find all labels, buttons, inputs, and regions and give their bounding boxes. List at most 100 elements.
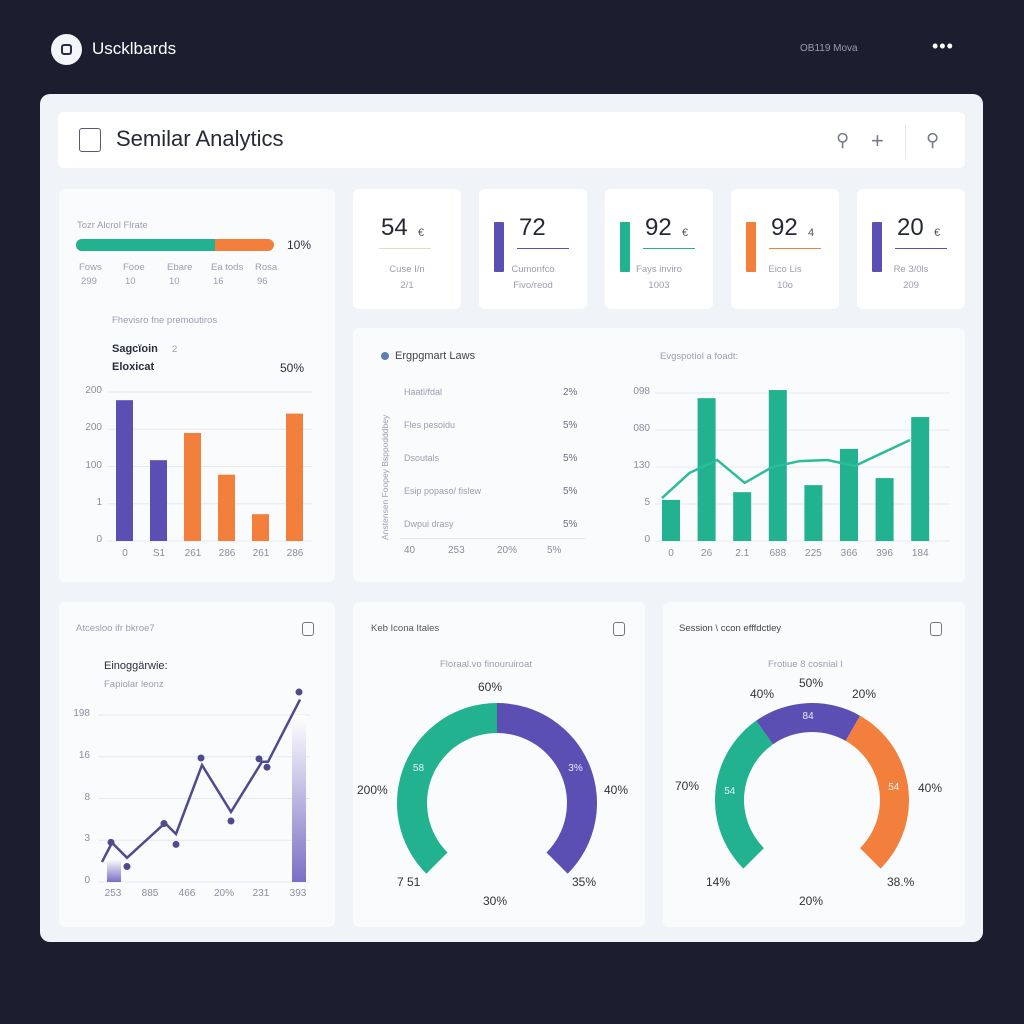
trend-line (661, 438, 911, 500)
kpi-value: 92 (645, 214, 672, 241)
stat-value: 299 (81, 276, 97, 287)
bar (292, 715, 306, 882)
kpi-underline (769, 248, 821, 249)
stat-value: 10 (169, 276, 180, 287)
gauge-label: 38.% (887, 875, 915, 889)
gauge-segment-label: 58 (412, 763, 425, 775)
engagement-row-label: Dwpui drasy (404, 519, 454, 529)
kpi-label: Fays inviro (636, 264, 682, 275)
page-title: Semilar Analytics (116, 126, 284, 151)
bar (218, 474, 235, 541)
chart-subtitle: Fhevisro fne premoutiros (112, 315, 218, 326)
stat-label: Fooe (123, 262, 145, 273)
gauge-label: 50% (799, 676, 824, 690)
x-tick-label: 286 (218, 548, 236, 559)
gauge-card-1 (353, 602, 645, 927)
kpi-sub: Fivo/reod (513, 280, 553, 291)
gauge-label: 7 51 (397, 875, 421, 889)
engagement-footer-value: 5% (547, 545, 562, 556)
x-tick-label: 20% (213, 888, 234, 899)
stat-label: Ebare (167, 262, 193, 273)
line-card-title: Atcesloo ifr bkroe7 (76, 623, 155, 634)
search-icon[interactable]: ⚲ (926, 130, 940, 150)
kpi-sub: 209 (903, 280, 919, 291)
kpi-color-bar (872, 222, 882, 272)
gauge-label: 20% (799, 894, 824, 908)
y-tick-label: 100 (85, 459, 102, 471)
bar (840, 448, 858, 541)
kpi-suffix: € (682, 227, 689, 239)
kpi-suffix: € (934, 227, 941, 239)
divider (400, 538, 585, 539)
app-logo[interactable] (51, 34, 82, 65)
kpi-value: 72 (519, 214, 546, 241)
kpi-color-bar (494, 222, 504, 272)
stat-value: 96 (257, 276, 268, 287)
kpi-value: 20 (897, 214, 924, 241)
data-point (255, 755, 263, 763)
checkbox[interactable] (930, 622, 942, 636)
plus-icon[interactable]: + (871, 128, 884, 153)
x-tick-label: 0 (668, 548, 674, 559)
x-tick-label: 885 (141, 888, 159, 899)
gauge-label: 200% (357, 783, 388, 797)
stat-value: 16 (213, 276, 224, 287)
gauge-card-2 (663, 602, 965, 927)
gauge-segment-label: 54 (724, 785, 736, 797)
engagement-row-pct: 5% (563, 420, 578, 431)
gauge-label: 60% (478, 680, 503, 694)
header-meta: OB119 Mova (800, 43, 858, 54)
data-point (107, 838, 115, 846)
engagement-title: Ergpgmart Laws (395, 350, 476, 362)
engagement-chart-title: Evgspotiol a foadt: (660, 351, 739, 362)
more-dots-icon[interactable]: ••• (932, 36, 954, 56)
x-tick-label: 184 (911, 548, 929, 559)
gauge-label: 30% (483, 894, 508, 908)
engagement-row-pct: 5% (563, 519, 578, 530)
data-point (172, 840, 180, 848)
legend-a: Sagcïoin (112, 343, 158, 355)
kpi-underline (517, 248, 569, 249)
data-point (295, 688, 303, 696)
legend-b-pct: 50% (280, 361, 305, 375)
engagement-row-pct: 5% (563, 486, 578, 497)
kpi-underline (379, 248, 431, 249)
kpi-sub: 1003 (648, 280, 670, 291)
legend-b: Eloxicat (112, 361, 155, 373)
checkbox[interactable] (613, 622, 625, 636)
series-line (100, 698, 302, 863)
y-tick-label: 200 (85, 385, 102, 396)
divider (905, 125, 906, 159)
gauge2-subtitle: Frotiue 8 cosnial l (768, 659, 843, 670)
search-icon[interactable]: ⚲ (836, 130, 850, 150)
kpi-label: Cuse I/n (389, 264, 425, 275)
y-tick-label: 198 (73, 708, 90, 719)
engagement-row-pct: 2% (563, 387, 578, 398)
gauge1-subtitle: Floraal.vo finouruiroat (440, 659, 532, 670)
gauge-label: 14% (706, 875, 731, 889)
engagement-row-pct: 5% (563, 453, 578, 464)
x-tick-label: 26 (701, 548, 713, 559)
data-point (197, 754, 205, 762)
x-tick-label: 2.1 (735, 548, 750, 559)
y-tick-label: 080 (633, 423, 650, 434)
kpi-sub: 10o (777, 280, 793, 291)
kpi-label: Eico Lis (768, 264, 802, 275)
y-tick-label: 098 (633, 386, 650, 397)
stat-label: Rosa (255, 262, 278, 273)
bar (662, 499, 680, 541)
bag-icon (79, 128, 101, 152)
bar (286, 413, 303, 541)
gauge-segment (497, 703, 597, 874)
gauge-segment (756, 703, 861, 745)
data-point (263, 763, 271, 771)
data-point (123, 863, 131, 871)
gauge-label: 40% (918, 781, 943, 795)
kpi-card[interactable] (353, 189, 461, 309)
gauge2-title: Session \ ccon efffdctley (679, 623, 782, 634)
checkbox[interactable] (302, 622, 314, 636)
gauge-label: 35% (572, 875, 597, 889)
kpi-color-bar (746, 222, 756, 272)
y-tick-label: 5 (644, 497, 650, 508)
